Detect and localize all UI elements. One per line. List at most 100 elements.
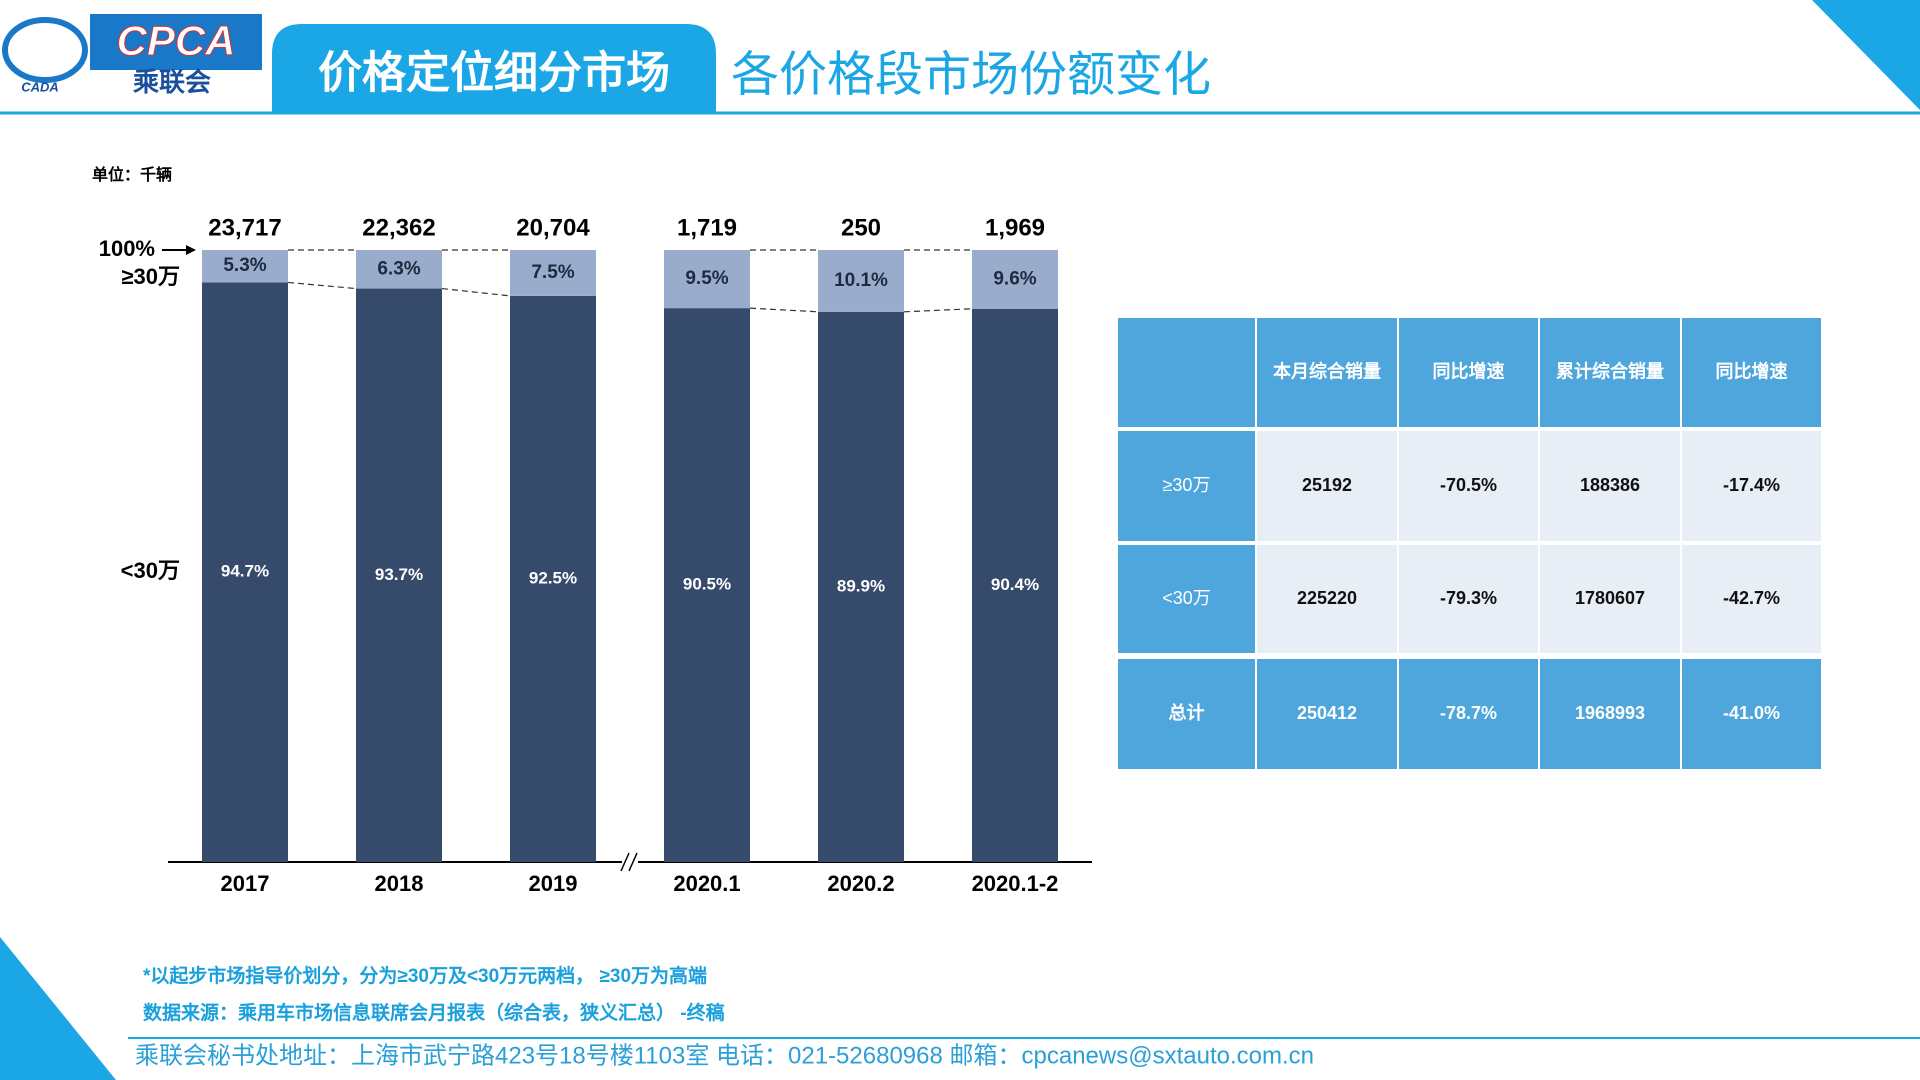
bar-segment (818, 250, 904, 312)
table-text: -42.7% (1723, 588, 1780, 608)
table-cell (1540, 431, 1680, 541)
value-label: 92.5% (529, 568, 577, 587)
total-label: 1,969 (985, 214, 1045, 241)
x-tick-label: 2017 (221, 871, 270, 896)
table-text: -17.4% (1723, 475, 1780, 495)
table-text: -79.3% (1440, 588, 1497, 608)
total-label: 250 (841, 214, 881, 241)
value-label: 89.9% (837, 576, 885, 595)
total-label: 1,719 (677, 214, 737, 241)
table-cell (1399, 431, 1538, 541)
y-tick-arrowhead (186, 245, 196, 255)
address: 乘联会秘书处地址：上海市武宁路423号18号楼1103室 电话：021-5268… (135, 1042, 1314, 1069)
total-label: 20,704 (516, 214, 590, 241)
series-label: ≥30万 (121, 264, 180, 289)
table-text: 25192 (1302, 475, 1352, 495)
table-text: 总计 (1169, 702, 1205, 723)
value-label: 5.3% (223, 255, 266, 276)
x-tick-label: 2018 (375, 871, 424, 896)
table-text: <30万 (1162, 588, 1211, 608)
table-cell (1682, 545, 1821, 653)
connector (287, 281, 357, 290)
bar-segment (202, 282, 288, 862)
table-cell (1399, 659, 1538, 769)
corner-decoration (1812, 0, 1920, 110)
table-text: 同比增速 (1433, 360, 1505, 381)
table-text: -41.0% (1723, 703, 1780, 723)
logo-ring (2, 17, 88, 83)
table-cell (1540, 545, 1680, 653)
connector (903, 308, 973, 313)
footnote: 数据来源：乘用车市场信息联席会月报表（综合表，狭义汇总） -终稿 (143, 1001, 725, 1024)
value-label: 7.5% (531, 262, 574, 283)
table-text: 1780607 (1575, 588, 1645, 608)
value-label: 94.7% (221, 562, 269, 581)
bar-segment (356, 288, 442, 862)
table-text: -70.5% (1440, 475, 1497, 495)
logo-text: CPCA (116, 17, 235, 64)
bar-segment (510, 295, 596, 862)
table-cell (1118, 431, 1255, 541)
table-text: 累计综合销量 (1556, 360, 1664, 381)
bar-segment (664, 308, 750, 862)
unit-label: 单位：千辆 (92, 165, 172, 184)
table-cell (1399, 318, 1538, 427)
x-tick-label: 2020.1 (673, 871, 740, 896)
bar-segment (202, 250, 288, 283)
value-label: 9.6% (993, 268, 1036, 289)
bar-segment (972, 250, 1058, 309)
table-text: 225220 (1297, 588, 1357, 608)
table-text: ≥30万 (1163, 475, 1211, 495)
subtitle: 各价格段市场份额变化 (731, 49, 1211, 102)
footnote: *以起步市场指导价划分，分为≥30万及<30万元两档， ≥30万为高端 (143, 964, 707, 987)
value-label: 6.3% (377, 258, 420, 279)
logo-small: CADA (21, 79, 59, 94)
table-text: 1968993 (1575, 703, 1645, 723)
table-cell (1257, 545, 1397, 653)
table-cell (1118, 545, 1255, 653)
total-label: 23,717 (208, 214, 281, 241)
title: 价格定位细分市场 (318, 49, 670, 98)
value-label: 90.5% (683, 575, 731, 594)
table-cell (1540, 318, 1680, 427)
value-label: 93.7% (375, 565, 423, 584)
total-label: 22,362 (362, 214, 435, 241)
table-text: 同比增速 (1716, 360, 1788, 381)
axis-break (628, 852, 638, 872)
title-tab (272, 24, 716, 113)
table-cell (1682, 318, 1821, 427)
table-text: 250412 (1297, 703, 1357, 723)
axis-break (620, 852, 630, 872)
bar-segment (356, 250, 442, 289)
table-text: 188386 (1580, 475, 1640, 495)
table-cell (1399, 545, 1538, 653)
series-label: <30万 (121, 558, 180, 583)
value-label: 90.4% (991, 575, 1039, 594)
table-cell (1257, 659, 1397, 769)
bar-segment (664, 250, 750, 309)
value-label: 10.1% (834, 270, 888, 291)
logo-box (90, 14, 262, 70)
x-tick-label: 2020.2 (827, 871, 894, 896)
x-tick-label: 2019 (529, 871, 578, 896)
logo-sub: 乘联会 (132, 67, 211, 97)
table-text: -78.7% (1440, 703, 1497, 723)
table-cell (1257, 431, 1397, 541)
table-cell (1540, 659, 1680, 769)
table-cell (1118, 318, 1255, 427)
y-tick-label: 100% (99, 236, 155, 261)
table-cell (1257, 318, 1397, 427)
corner-decoration (0, 937, 116, 1080)
table-cell (1682, 659, 1821, 769)
connector (749, 307, 819, 313)
table-text: 本月综合销量 (1273, 360, 1381, 381)
table-cell (1682, 431, 1821, 541)
bar-segment (972, 308, 1058, 862)
table-cell (1118, 659, 1255, 769)
bar-segment (510, 250, 596, 296)
connector (441, 287, 511, 297)
bar-segment (818, 311, 904, 862)
value-label: 9.5% (685, 268, 728, 289)
x-tick-label: 2020.1-2 (972, 871, 1059, 896)
